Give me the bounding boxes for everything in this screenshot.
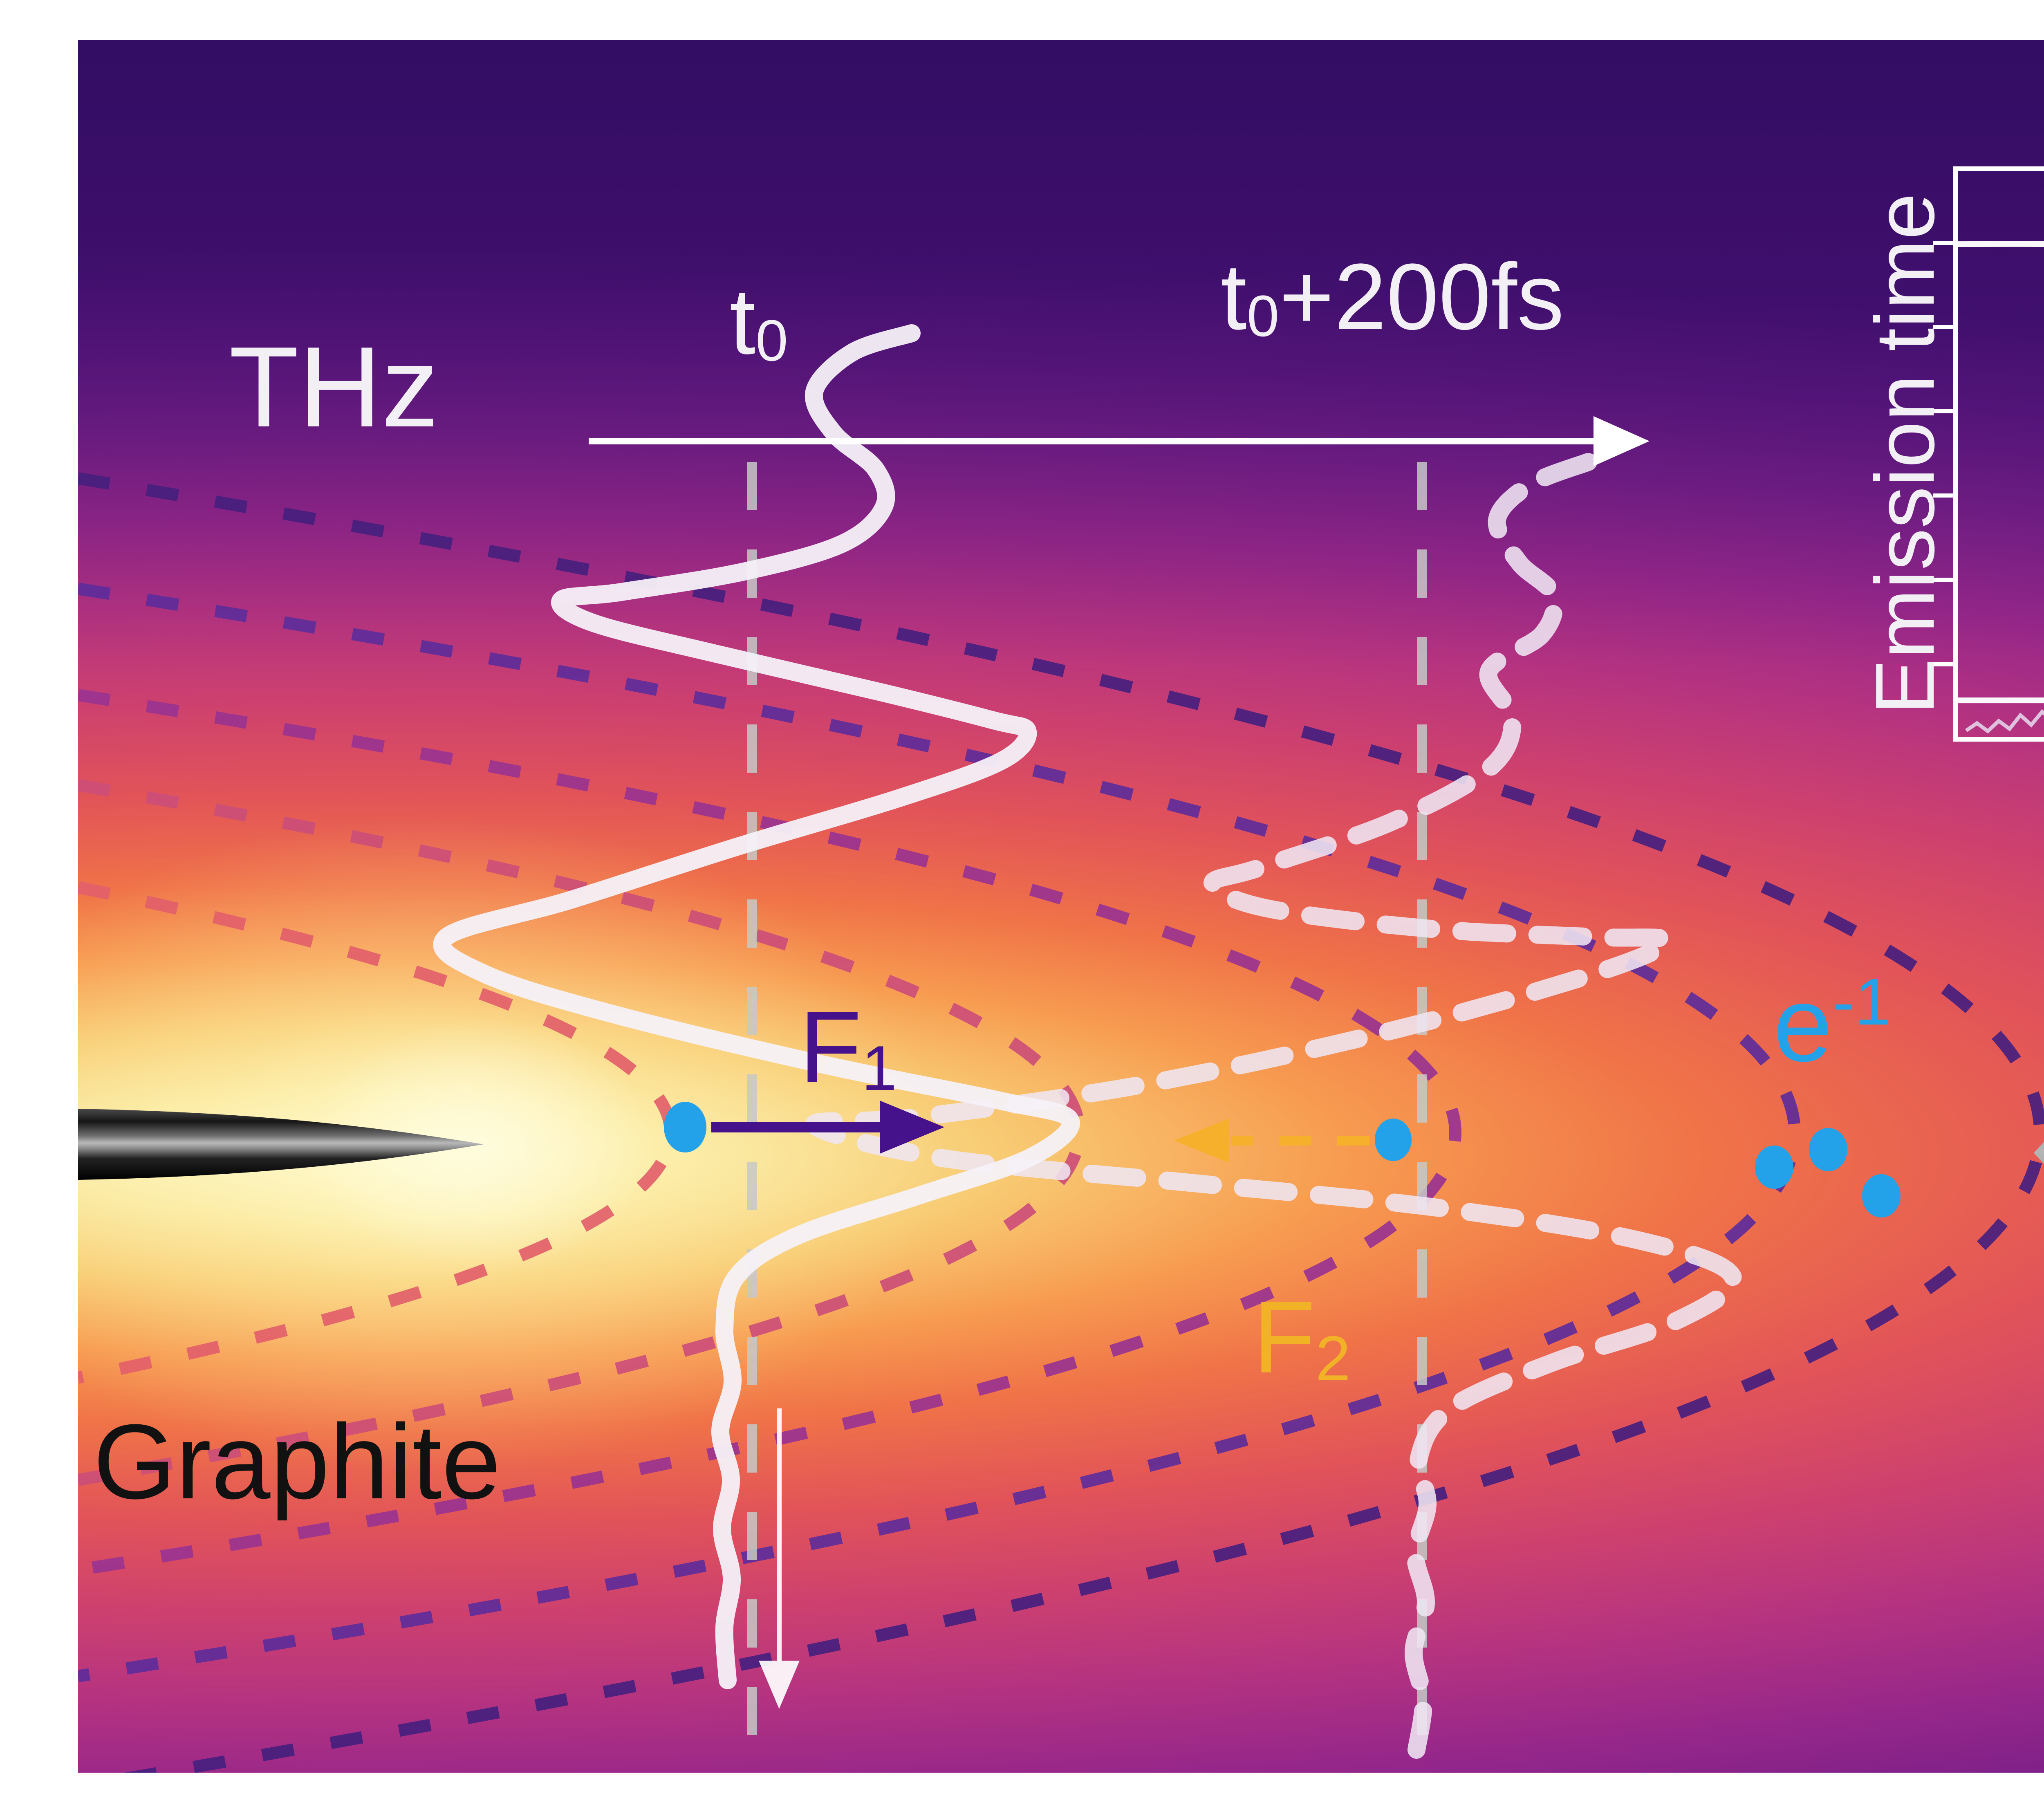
tip-glow-core <box>311 1018 654 1271</box>
f1-waveform <box>433 324 1080 1689</box>
inset-plot <box>1933 166 2044 742</box>
inset-emission-time-axis-label: Emission time <box>1858 193 1952 715</box>
f2-waveform <box>805 453 1742 1759</box>
inset-frame <box>1953 166 2044 742</box>
f2-field-label: F2 <box>1253 1280 1351 1394</box>
graphite-needle <box>78 1109 484 1180</box>
spectrometer-cone <box>2034 1141 2044 1164</box>
force-arrow-f1 <box>711 1101 944 1154</box>
electron-dot <box>664 1102 706 1152</box>
f1-field-label: F1 <box>799 990 897 1104</box>
field-contour-arcs <box>78 462 2044 1773</box>
graphite-label: Graphite <box>93 1403 501 1521</box>
electron-dot <box>1375 1119 1412 1161</box>
field-contour-arc <box>78 881 677 1384</box>
electron-label: e-1 <box>1773 965 1891 1084</box>
time-of-flight-spectrometer <box>2034 1141 2044 1164</box>
t0-label: t0 <box>729 269 788 374</box>
emission-time-curve <box>1955 241 2044 704</box>
electron-dot <box>1755 1146 1793 1189</box>
counts-histogram <box>1965 709 2044 734</box>
electron-dot <box>1862 1174 1901 1217</box>
t0-plus-200fs-label: t0+200fs <box>1220 244 1564 349</box>
thz-label: THz <box>229 323 439 451</box>
propagation-down-arrow <box>759 1408 800 1709</box>
timeline-arrow <box>589 416 1650 466</box>
force-arrow-f2 <box>1174 1119 1369 1163</box>
electron-dot <box>1809 1128 1847 1171</box>
field-contour-arc <box>78 689 1461 1576</box>
timeline-arrowhead <box>1594 416 1650 466</box>
